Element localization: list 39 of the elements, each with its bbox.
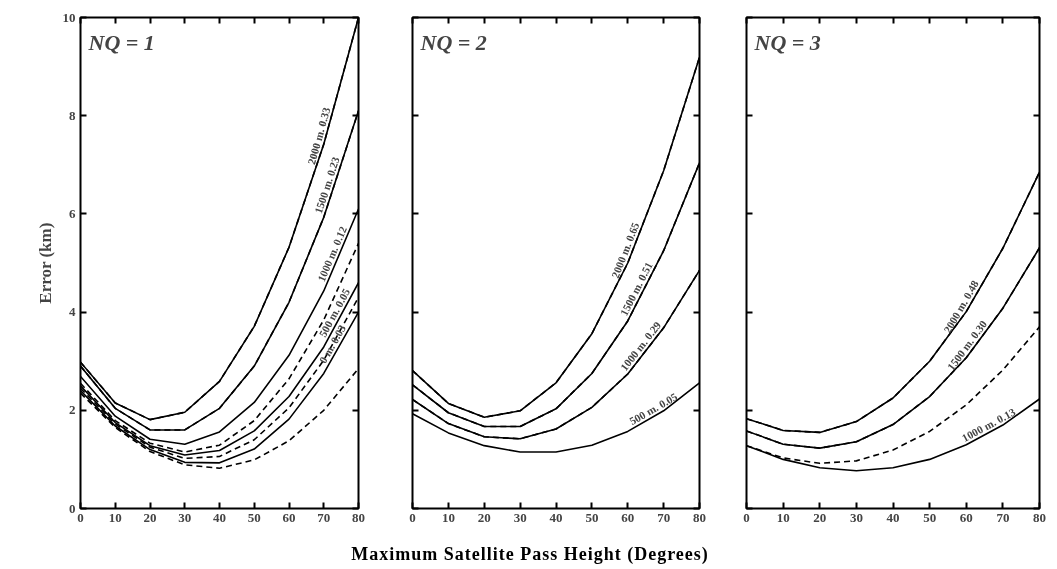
x-tick-label: 10	[108, 509, 122, 525]
x-tick-label: 80	[693, 509, 706, 525]
x-tick-label: 70	[996, 509, 1010, 525]
annotation: 500 m. 0.05	[627, 389, 680, 428]
x-tick-label: 40	[213, 509, 226, 525]
x-tick-label: 10	[776, 509, 790, 525]
x-tick-label: 40	[549, 509, 563, 525]
x-tick-label: 60	[959, 509, 973, 525]
x-tick-label: 0	[743, 509, 750, 525]
text: NQ = 1	[87, 29, 155, 55]
y-tick-label: 6	[69, 205, 76, 221]
x-tick-label: 50	[923, 509, 937, 525]
y-axis-title: Error (km)	[35, 222, 55, 304]
x-tick-label: 80	[1033, 509, 1046, 525]
x-axis-title: Maximum Satellite Pass Height (Degrees)	[351, 543, 709, 566]
x-tick-label: 60	[282, 509, 296, 525]
annotation: 1000 m. 0.12	[314, 224, 350, 284]
x-tick-label: 70	[317, 509, 331, 525]
text: NQ = 3	[753, 29, 821, 55]
x-tick-label: 0	[409, 509, 416, 525]
text: NQ = 2	[419, 29, 487, 55]
x-tick-label: 30	[513, 509, 527, 525]
x-tick-label: 60	[621, 509, 635, 525]
x-tick-label: 80	[352, 509, 365, 525]
x-tick-label: 50	[247, 509, 261, 525]
x-tick-label: 30	[178, 509, 192, 525]
x-tick-label: 50	[585, 509, 599, 525]
y-tick-label: 10	[62, 9, 76, 25]
annotation: 1000 m. 0.13	[959, 405, 1018, 444]
y-tick-label: 8	[69, 107, 76, 123]
x-tick-label: 20	[143, 509, 157, 525]
x-tick-label: 20	[477, 509, 491, 525]
x-tick-label: 20	[813, 509, 827, 525]
x-tick-label: 70	[657, 509, 671, 525]
x-tick-label: 30	[849, 509, 863, 525]
x-tick-label: 10	[441, 509, 455, 525]
x-tick-label: 40	[886, 509, 900, 525]
y-tick-label: 4	[69, 304, 76, 320]
y-tick-label: 2	[69, 402, 76, 418]
